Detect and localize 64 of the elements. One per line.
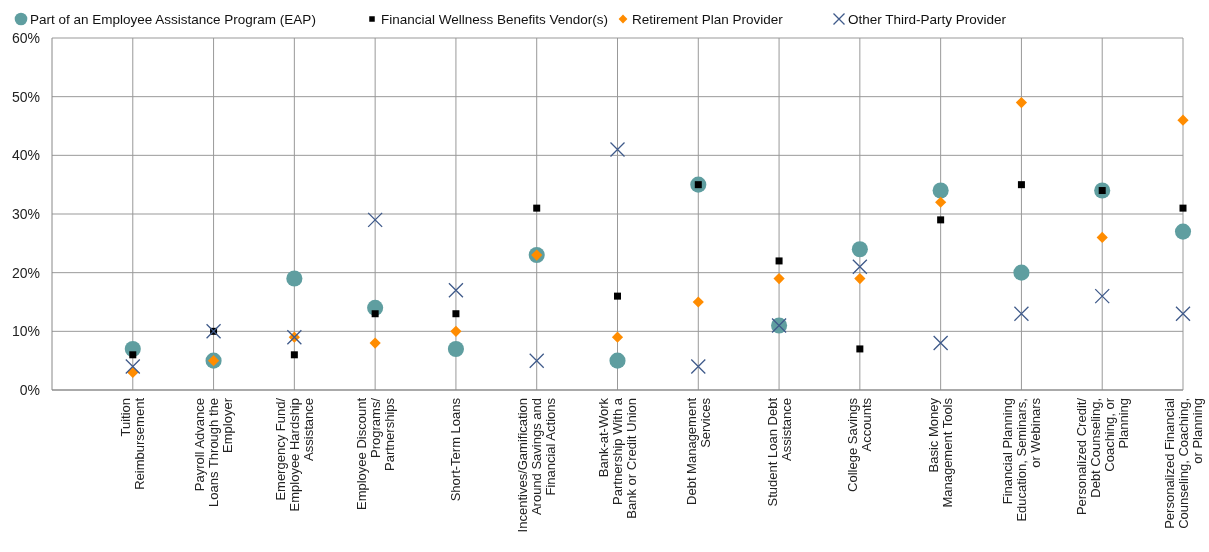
point [611, 331, 624, 343]
x-tick-label: Short-Term Loans [448, 397, 464, 502]
point [367, 212, 383, 228]
point [935, 196, 947, 208]
point [856, 345, 864, 353]
point [1017, 181, 1025, 189]
x-tick-label: Emergency Fund/ Employee Hardship Assistance [272, 397, 316, 512]
x-tick-label: Payroll Advance Loans Through the Employer [192, 397, 236, 507]
y-tick-label: 40% [11, 147, 40, 164]
point [1096, 231, 1108, 244]
point [1175, 306, 1191, 322]
point [205, 323, 222, 339]
point [775, 257, 783, 265]
point [690, 358, 706, 375]
point [371, 310, 379, 318]
x-tick-label: Financial Planning Education, Seminars, or Webinars [999, 397, 1043, 522]
point [1013, 264, 1030, 281]
point [852, 259, 868, 275]
point [932, 335, 949, 351]
legend-label: Retirement Plan Provider [632, 11, 784, 27]
x-tick-label: Bank-at-Work Partnership With a Bank or Credit Union [596, 397, 640, 519]
point [447, 340, 464, 357]
point [609, 141, 626, 158]
x-tick-label: Incentives/Gamification Around Savings and Financial Actions [515, 397, 559, 533]
point [448, 282, 464, 298]
point [1094, 288, 1110, 304]
point [1177, 114, 1189, 126]
y-tick-label: 60% [11, 29, 40, 46]
point [533, 204, 541, 212]
point [1013, 306, 1030, 322]
y-tick-label: 0% [19, 381, 40, 398]
point [851, 241, 868, 258]
x-tick-label: Personalized Financial Counseling, Coaching, or Planning [1161, 397, 1205, 529]
point [932, 182, 949, 199]
legend-label: Part of an Employee Assistance Program (EAP) [30, 11, 316, 27]
x-tick-label: Student Loan Debt Assistance [764, 397, 794, 507]
point [452, 310, 460, 318]
point [1179, 204, 1187, 212]
point [614, 292, 621, 300]
x-tick-label: Tuition Reimbursement [118, 397, 148, 490]
legend-label: Financial Wellness Benefits Vendor(s) [381, 11, 609, 27]
point [529, 353, 545, 369]
point [369, 337, 381, 349]
x-tick-label: Employee Discount Programs/ Partnerships [353, 397, 397, 510]
point [773, 272, 785, 285]
y-tick-label: 10% [11, 323, 40, 340]
point [286, 270, 303, 287]
y-tick-label: 30% [11, 205, 40, 222]
point [609, 352, 626, 369]
x-tick-label: Debt Management Services [683, 397, 713, 505]
x-tick-label: College Savings Accounts [845, 397, 875, 492]
point [1174, 223, 1192, 240]
y-tick-label: 20% [11, 264, 40, 281]
y-tick-label: 50% [11, 88, 40, 105]
point [129, 351, 137, 359]
point [290, 351, 298, 359]
legend-label: Other Third-Party Provider [848, 11, 1007, 27]
point [1015, 96, 1028, 109]
point [450, 325, 462, 337]
x-tick-label: Basic Money Management Tools [926, 397, 956, 508]
point [854, 272, 866, 285]
point [692, 296, 704, 308]
point [937, 216, 945, 224]
point [125, 358, 141, 375]
